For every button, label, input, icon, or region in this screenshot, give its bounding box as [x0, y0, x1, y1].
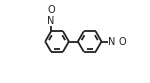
Text: O: O [119, 37, 127, 46]
Text: N: N [108, 37, 116, 46]
Text: N: N [47, 16, 55, 26]
Text: O: O [47, 5, 55, 15]
